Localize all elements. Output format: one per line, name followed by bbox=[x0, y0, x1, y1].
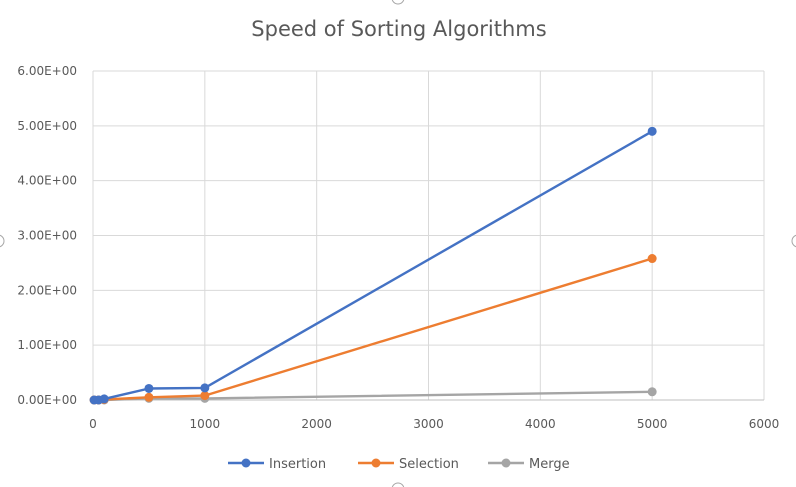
data-point-selection bbox=[200, 391, 210, 401]
data-point-merge bbox=[647, 387, 657, 397]
legend-item-insertion: Insertion bbox=[228, 457, 326, 472]
x-tick-label: 2000 bbox=[301, 417, 332, 431]
y-tick-label: 2.00E+00 bbox=[17, 283, 77, 297]
resize-handle-right[interactable] bbox=[791, 234, 796, 248]
legend-item-merge: Merge bbox=[488, 457, 570, 472]
y-tick-label: 4.00E+00 bbox=[17, 174, 77, 188]
y-axis-tick-labels: 0.00E+00 1.00E+00 2.00E+00 3.00E+00 4.00E+00… bbox=[17, 64, 77, 407]
data-point-selection bbox=[647, 254, 657, 264]
data-point-insertion bbox=[200, 383, 210, 393]
series-line-selection bbox=[94, 257, 653, 402]
legend: Insertion Selection Merge bbox=[228, 457, 570, 472]
data-point-insertion bbox=[99, 394, 109, 404]
resize-handle-left[interactable] bbox=[0, 234, 5, 248]
x-axis-tick-labels: 0 1000 2000 3000 4000 5000 6000 bbox=[89, 417, 779, 431]
data-point-selection bbox=[144, 392, 154, 402]
legend-marker-icon bbox=[371, 458, 381, 468]
x-tick-label: 6000 bbox=[749, 417, 780, 431]
chart-title: Speed of Sorting Algorithms bbox=[251, 17, 546, 41]
legend-label: Insertion bbox=[269, 457, 326, 472]
y-tick-label: 1.00E+00 bbox=[17, 338, 77, 352]
x-tick-label: 4000 bbox=[525, 417, 556, 431]
legend-label: Merge bbox=[529, 457, 570, 472]
series-line-insertion bbox=[94, 130, 653, 402]
gridlines bbox=[92, 70, 765, 401]
data-point-insertion bbox=[647, 126, 657, 136]
legend-marker-icon bbox=[241, 458, 251, 468]
x-tick-label: 0 bbox=[89, 417, 97, 431]
data-point-insertion bbox=[144, 383, 154, 393]
x-tick-label: 5000 bbox=[637, 417, 668, 431]
legend-label: Selection bbox=[399, 457, 459, 472]
resize-handle-bottom[interactable] bbox=[391, 482, 405, 487]
plot-series bbox=[89, 126, 657, 405]
legend-marker-icon bbox=[501, 458, 511, 468]
resize-handle-top[interactable] bbox=[391, 0, 405, 5]
y-tick-label: 6.00E+00 bbox=[17, 64, 77, 78]
x-tick-label: 1000 bbox=[190, 417, 221, 431]
y-tick-label: 3.00E+00 bbox=[17, 229, 77, 243]
x-tick-label: 3000 bbox=[413, 417, 444, 431]
y-tick-label: 0.00E+00 bbox=[17, 393, 77, 407]
y-tick-label: 5.00E+00 bbox=[17, 119, 77, 133]
legend-item-selection: Selection bbox=[358, 457, 459, 472]
